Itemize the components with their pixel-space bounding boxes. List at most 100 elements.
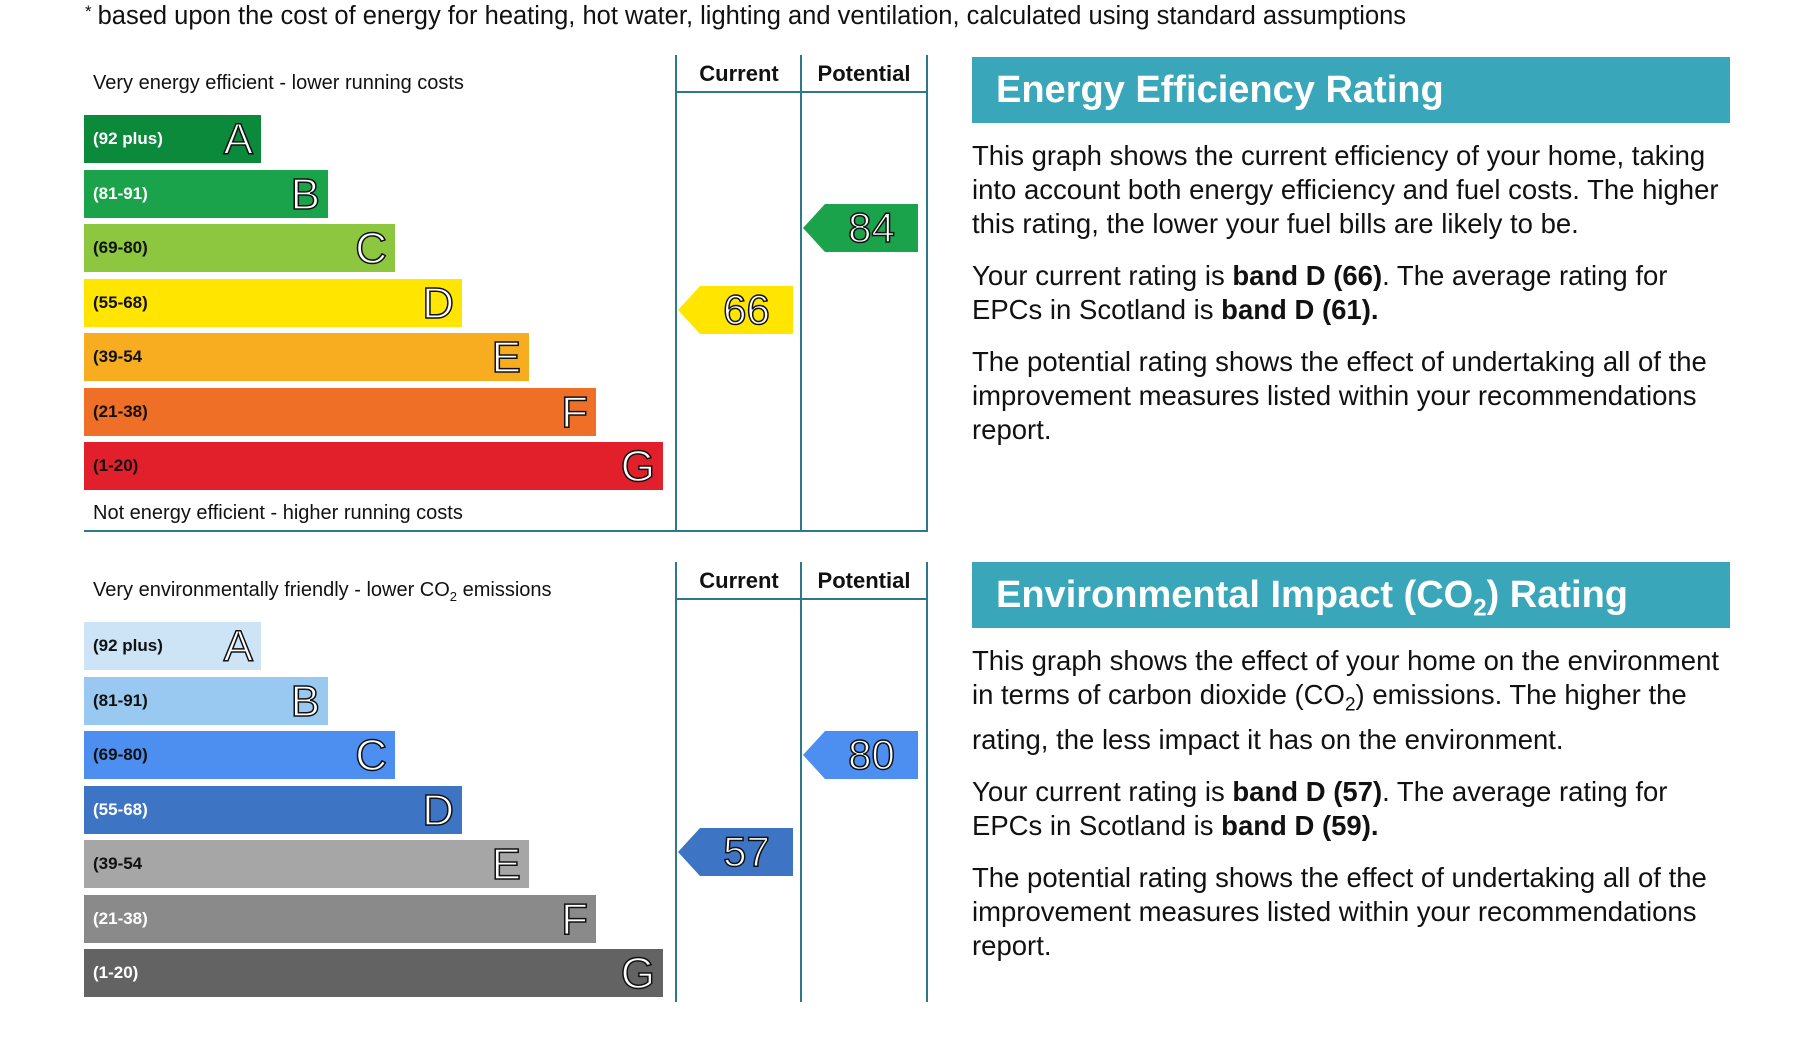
band-bar-a: (92 plus) A (84, 114, 261, 165)
current-arrow-shape (678, 828, 793, 877)
band-range-label: (1-20) (93, 456, 139, 475)
top-label-text: Very environmentally friendly - lower CO (93, 579, 450, 601)
chart-top-label: Very energy efficient - lower running co… (93, 72, 464, 94)
current-column-header: Current (699, 61, 779, 86)
band-letter: G (620, 441, 656, 492)
panel-title: Environmental Impact (CO2) Rating (972, 562, 1730, 628)
panel-paragraph: This graph shows the effect of your home… (972, 644, 1730, 757)
panel-paragraph: Your current rating is band D (66). The … (972, 259, 1730, 327)
header-underline (675, 598, 928, 600)
title-subscript: 2 (1473, 594, 1487, 622)
chart-baseline (84, 530, 928, 532)
band-letter: D (421, 278, 454, 329)
chart-top-label: Very environmentally friendly - lower CO… (93, 579, 552, 604)
potential-rating-value: 80 (847, 730, 895, 779)
chart-divider (926, 55, 928, 532)
paragraph-text: This graph shows the effect of your home… (972, 645, 1719, 710)
energy-efficiency-panel: Energy Efficiency Rating This graph show… (972, 57, 1730, 447)
current-band-text: band D (66) (1232, 260, 1383, 291)
footnote: * based upon the cost of energy for heati… (85, 2, 1406, 31)
energy-efficiency-chart: Current Potential Very energy efficient … (0, 55, 940, 535)
band-range-label: (39-54 (93, 347, 143, 366)
potential-rating-value: 84 (847, 203, 895, 252)
paragraph-text-end: ) emissions. The higher the rating, the … (972, 679, 1687, 755)
paragraph-text: Your current rating is (972, 775, 1233, 807)
paragraph-subscript: 2 (1344, 694, 1356, 716)
band-range-label: (92 plus) (93, 129, 163, 148)
band-range-label: (55-68) (93, 292, 148, 312)
band-letter: E (491, 332, 522, 383)
band-range-label: (55-68) (93, 799, 148, 819)
panel-title: Energy Efficiency Rating (972, 57, 1730, 123)
band-letter: F (560, 894, 588, 945)
band-bar-b: (81-91) B (84, 676, 328, 726)
band-bar-a: (92 plus) A (84, 621, 261, 672)
paragraph-text: . The average rating for EPCs in Scotlan… (972, 260, 1668, 325)
band-bar-f: (21-38) F (84, 387, 596, 437)
band-bar-g: (1-20) G (84, 441, 663, 492)
band-letter: D (421, 785, 454, 836)
band-range-label: (39-54 (93, 854, 143, 873)
footnote-text: based upon the cost of energy for heatin… (97, 2, 1407, 30)
current-rating-arrow: 66 (678, 286, 793, 335)
top-label-text-end: emissions (457, 579, 552, 601)
current-rating-arrow: 57 (678, 828, 793, 877)
band-bar-e: (39-54 E (84, 332, 529, 383)
chart-divider (675, 55, 677, 532)
band-letter: B (290, 169, 321, 220)
band-letter: A (223, 114, 254, 165)
potential-rating-arrow: 80 (803, 730, 918, 779)
title-text-end: ) Rating (1486, 574, 1628, 616)
band-letter: F (560, 387, 588, 438)
current-rating-value: 57 (722, 828, 770, 877)
panel-paragraph: Your current rating is band D (57). The … (972, 775, 1730, 843)
band-range-label: (69-80) (93, 745, 148, 764)
band-range-label: (1-20) (93, 963, 139, 982)
band-letter: E (491, 839, 522, 890)
header-underline (675, 91, 928, 93)
band-range-label: (92 plus) (93, 636, 163, 655)
band-letter: C (354, 730, 387, 781)
band-bar-d: (55-68) D (84, 278, 462, 328)
band-letter: A (223, 621, 254, 672)
band-bar-b: (81-91) B (84, 169, 328, 219)
band-bar-c: (69-80) C (84, 223, 395, 274)
panel-paragraph: This graph shows the current efficiency … (972, 140, 1719, 239)
band-range-label: (21-38) (93, 908, 148, 928)
chart-divider (675, 562, 677, 1002)
chart-divider (926, 562, 928, 1002)
potential-column-header: Potential (817, 61, 911, 86)
current-rating-value: 66 (722, 286, 770, 335)
band-range-label: (81-91) (93, 183, 148, 203)
footnote-marker: * (85, 2, 92, 21)
band-bar-c: (69-80) C (84, 730, 395, 781)
potential-arrow-shape (803, 204, 918, 253)
current-arrow-shape (678, 286, 793, 335)
environmental-impact-chart: Current Potential Very environmentally f… (0, 562, 940, 1042)
band-range-label: (21-38) (93, 401, 148, 421)
panel-paragraph: The potential rating shows the effect of… (972, 861, 1707, 961)
title-text: Environmental Impact (CO (996, 574, 1474, 616)
band-range-label: (81-91) (93, 690, 148, 710)
potential-arrow-shape (803, 731, 918, 779)
band-bar-e: (39-54 E (84, 839, 529, 890)
band-bar-f: (21-38) F (84, 894, 596, 944)
band-range-label: (69-80) (93, 238, 148, 257)
band-bar-g: (1-20) G (84, 948, 663, 999)
average-band-text: band D (61). (1221, 294, 1379, 325)
paragraph-text: Your current rating is (972, 260, 1233, 291)
chart-divider (800, 562, 802, 1002)
band-letter: C (354, 223, 387, 274)
top-label-subscript: 2 (449, 589, 458, 604)
chart-divider (800, 55, 802, 532)
current-column-header: Current (699, 568, 779, 593)
potential-column-header: Potential (817, 568, 911, 593)
average-band-text: band D (59). (1221, 809, 1379, 841)
paragraph-text: . The average rating for EPCs in Scotlan… (972, 775, 1668, 841)
current-band-text: band D (57) (1232, 775, 1383, 807)
chart-bottom-label: Not energy efficient - higher running co… (93, 502, 463, 524)
band-bar-d: (55-68) D (84, 785, 462, 835)
band-letter: B (290, 676, 321, 727)
band-letter: G (620, 948, 656, 999)
panel-paragraph: The potential rating shows the effect of… (972, 346, 1707, 445)
